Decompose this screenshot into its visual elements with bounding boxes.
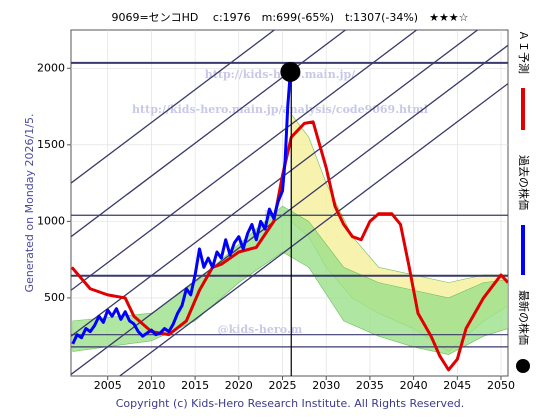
trend-line <box>71 30 276 184</box>
x-tick-label: 2040 <box>400 379 428 392</box>
watermark: @kids-hero.m <box>218 323 303 336</box>
x-tick-label: 2035 <box>356 379 384 392</box>
watermark: http://kids-hero.main.jp/analysis/code90… <box>132 103 428 116</box>
y-tick-label: 2000 <box>37 61 65 74</box>
legend-label: ＡＩ予測 <box>517 30 531 74</box>
x-tick-label: 2030 <box>312 379 340 392</box>
forecast-band <box>72 205 508 355</box>
x-tick-label: 2025 <box>269 379 297 392</box>
series-line <box>71 120 508 372</box>
legend-swatch <box>516 359 530 373</box>
trend-line <box>71 44 508 375</box>
series-line <box>71 71 292 345</box>
legend-label: 最新の株価 <box>517 290 531 345</box>
watermark: http://kids-hero.main.jp/ <box>205 68 356 81</box>
plot: http://kids-hero.main.jp/http://kids-her… <box>71 30 508 376</box>
y-tick-label: 1500 <box>37 138 65 151</box>
trend-line <box>118 83 508 376</box>
x-tick-label: 2045 <box>443 379 471 392</box>
x-tick-label: 2005 <box>94 379 122 392</box>
trend-line <box>71 30 418 291</box>
x-tick-label: 2050 <box>487 379 515 392</box>
axes: 2005 2010 2015 2020 2025 2030 2035 2040 2045 2050… <box>37 61 515 392</box>
legend-label: 過去の株価 <box>517 155 531 210</box>
footer: Copyright (c) Kids-Hero Research Institu… <box>116 397 465 410</box>
trend-line <box>71 30 479 337</box>
y-tick-label: 1000 <box>37 214 65 227</box>
x-tick-label: 2015 <box>181 379 209 392</box>
y-tick-label: 500 <box>44 291 65 304</box>
y-axis-label: Generated on Monday 2026/1/5. <box>23 114 36 293</box>
latest-price <box>280 61 301 82</box>
x-tick-label: 2020 <box>225 379 253 392</box>
x-tick-label: 2010 <box>137 379 165 392</box>
chart-title: 9069=センコHD c:1976 m:699(-65%) t:1307(-34… <box>111 11 468 24</box>
